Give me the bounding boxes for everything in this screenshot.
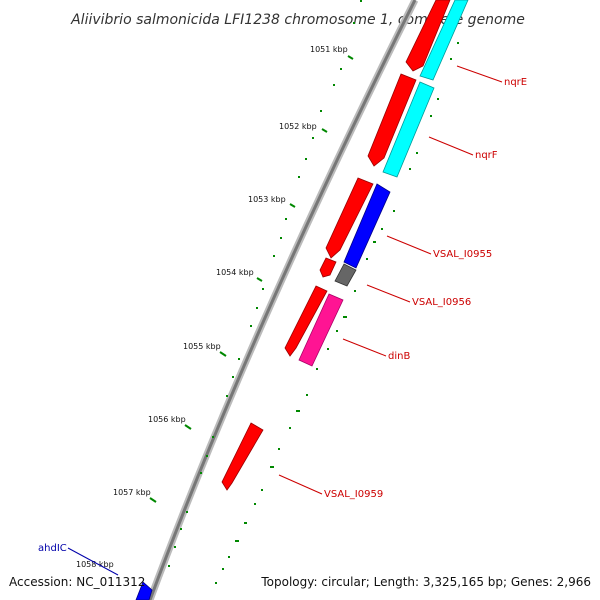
- tick-label: 1053 kbp: [248, 195, 286, 204]
- cds-feature: [319, 257, 337, 278]
- gene-label-dinb: dinB: [388, 351, 410, 362]
- backbone-ring: [146, 0, 419, 600]
- second-cds-track: [298, 0, 469, 367]
- gene-label-nqre: nqrE: [504, 77, 527, 88]
- tick-marks: [149, 55, 354, 503]
- cds-feature: [367, 73, 417, 167]
- tick-label: 1058 kbp: [76, 560, 114, 569]
- cds-feature: [221, 422, 264, 491]
- gene-labels: nqrE nqrF VSAL_I0955 VSAL_I0956 dinB VSA…: [38, 77, 527, 554]
- tick-label: 1055 kbp: [183, 342, 221, 351]
- cds-feature: [135, 581, 153, 600]
- gene-label-vsal-i0955: VSAL_I0955: [433, 249, 492, 260]
- cds-feature: [334, 263, 357, 287]
- tick-label: 1051 kbp: [310, 45, 348, 54]
- tick-labels: 1051 kbp 1052 kbp 1053 kbp 1054 kbp 1055…: [76, 45, 348, 569]
- cds-feature: [419, 0, 469, 81]
- tick-label: 1056 kbp: [148, 415, 186, 424]
- gc-dots-outer: [168, 0, 362, 567]
- genome-summary-text: Topology: circular; Length: 3,325,165 bp…: [260, 575, 591, 589]
- gene-label-ahdic: ahdIC: [38, 543, 67, 554]
- gene-label-nqrf: nqrF: [475, 150, 498, 161]
- cds-feature: [405, 0, 451, 72]
- gene-label-vsal-i0959: VSAL_I0959: [324, 489, 383, 500]
- leader-lines: [67, 65, 503, 576]
- map-title: Aliivibrio salmonicida LFI1238 chromosom…: [70, 12, 525, 28]
- gene-label-vsal-i0956: VSAL_I0956: [412, 297, 471, 308]
- cds-feature: [325, 177, 374, 259]
- gc-dots-inner: [215, 42, 459, 584]
- cds-feature: [284, 285, 328, 357]
- tick-label: 1054 kbp: [216, 268, 254, 277]
- cds-feature: [298, 293, 344, 367]
- tick-label: 1057 kbp: [113, 488, 151, 497]
- tick-label: 1052 kbp: [279, 122, 317, 131]
- forward-cds-track: [221, 0, 451, 491]
- accession-text: Accession: NC_011312: [9, 575, 145, 589]
- cds-feature: [343, 183, 391, 269]
- cds-feature: [382, 81, 435, 178]
